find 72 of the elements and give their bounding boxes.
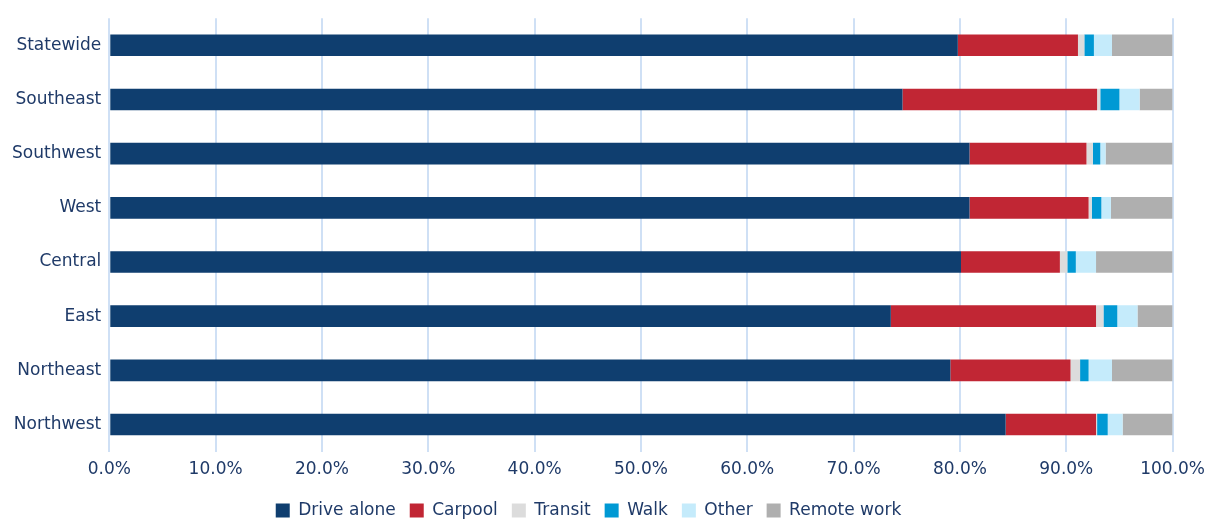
bar (110, 305, 891, 327)
bar (1075, 251, 1097, 273)
x-tick-label: 70.0% (826, 458, 881, 479)
bar (950, 359, 1071, 382)
legend-label: Carpool (432, 498, 498, 519)
bar (110, 196, 970, 219)
bar (1067, 251, 1076, 273)
bar (1105, 142, 1173, 165)
y-tick-label: Southwest (11, 142, 102, 163)
bar (1101, 196, 1111, 219)
x-tick-label: 60.0% (720, 458, 775, 479)
bar (1086, 142, 1093, 165)
bar (1088, 359, 1112, 382)
bar (1088, 196, 1092, 219)
bar (1005, 413, 1097, 436)
bar (110, 413, 1006, 436)
bar (969, 142, 1087, 165)
bar (1077, 34, 1085, 57)
bar (902, 88, 1098, 111)
bar (110, 34, 958, 57)
x-tick-label: 10.0% (188, 458, 243, 479)
x-tick-label: 20.0% (294, 458, 349, 479)
bar (110, 359, 951, 382)
bar (1110, 196, 1173, 219)
bar (110, 251, 961, 273)
x-tick-label: 40.0% (507, 458, 562, 479)
y-tick-label: Southeast (15, 87, 102, 108)
legend-label: Other (704, 498, 753, 519)
bar (1096, 251, 1173, 273)
bar (1117, 305, 1138, 327)
bar (1137, 305, 1173, 327)
bar (1091, 196, 1102, 219)
bar (957, 34, 1078, 57)
x-tick-label: 90.0% (1039, 458, 1094, 479)
bar (1119, 88, 1140, 111)
bar (1097, 88, 1101, 111)
bar (1139, 88, 1173, 111)
bar (1070, 359, 1081, 382)
bar (1093, 34, 1112, 57)
x-tick-label: 30.0% (401, 458, 456, 479)
bar (1092, 142, 1101, 165)
bar (1107, 413, 1123, 436)
legend-label: Drive alone (298, 498, 396, 519)
bar (110, 142, 970, 165)
bar (1080, 359, 1089, 382)
x-tick-label: 100.0% (1140, 458, 1205, 479)
bar (1096, 305, 1104, 327)
bar (1103, 305, 1118, 327)
bar (1111, 34, 1173, 57)
bar (110, 88, 903, 111)
legend-label: Transit (533, 498, 591, 519)
y-tick-label: Central (39, 250, 102, 271)
x-tick-label: 0.0% (87, 458, 131, 479)
y-tick-label: Northwest (13, 412, 102, 433)
bar (1100, 142, 1106, 165)
bar (1084, 34, 1094, 57)
bar (960, 251, 1060, 273)
x-tick-label: 80.0% (932, 458, 987, 479)
legend-label: Walk (627, 498, 669, 519)
y-tick-label: Northeast (17, 358, 102, 379)
y-tick-label: East (64, 304, 102, 325)
bar (1059, 251, 1068, 273)
bar (1122, 413, 1173, 436)
bar (890, 305, 1097, 327)
bar (1097, 413, 1108, 436)
legend-label: Remote work (789, 498, 902, 519)
bar (1111, 359, 1173, 382)
y-tick-label: Statewide (16, 33, 102, 54)
x-tick-label: 50.0% (613, 458, 668, 479)
bar (969, 196, 1089, 219)
y-tick-label: West (59, 196, 102, 217)
bar (1100, 88, 1120, 111)
